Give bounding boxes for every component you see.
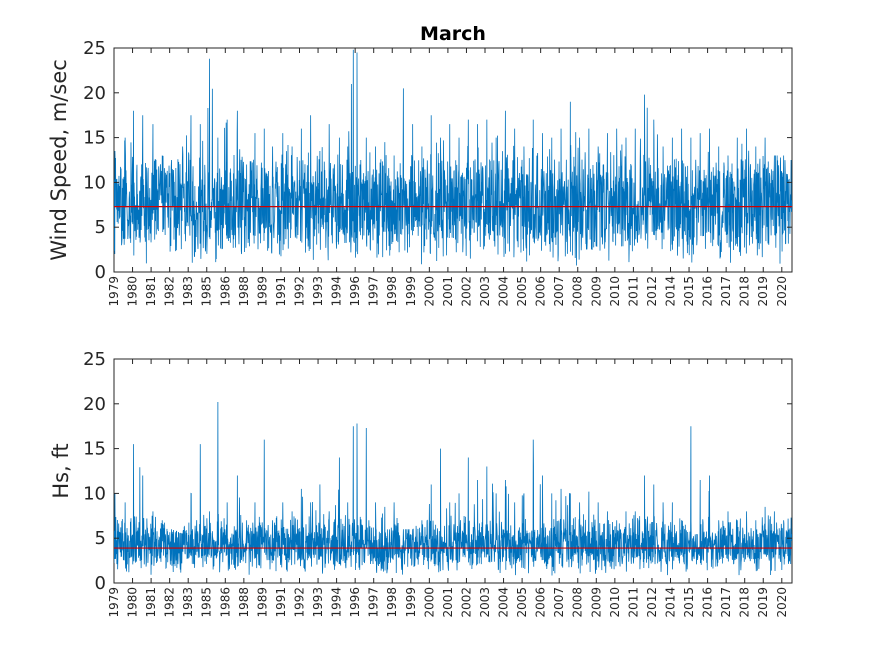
y-tick-label: 10 [83,172,106,193]
x-tick-label: 2011 [626,587,640,618]
x-tick-label: 2004 [497,587,511,618]
x-tick-label: 1985 [200,276,214,307]
x-tick-label: 1986 [218,276,232,307]
x-tick-label: 1989 [255,587,269,618]
x-tick-label: 2009 [589,587,603,618]
x-tick-label: 1980 [126,276,140,307]
x-tick-label: 2016 [701,587,715,618]
x-tick-label: 1985 [200,587,214,618]
x-tick-label: 1981 [144,276,158,307]
x-tick-label: 2017 [719,276,733,307]
x-tick-label: 1999 [404,276,418,307]
x-tick-label: 2006 [534,276,548,307]
x-tick-label: 2014 [663,276,677,307]
y-tick-label: 15 [83,128,106,149]
x-tick-label: 1991 [274,587,288,618]
x-tick-label: 2010 [608,276,622,307]
wind-speed-panel: 0 5 10 15 20 25 1979 1980 1981 1982 1983 1985 1986 19… [47,38,793,307]
x-tick-label: 1992 [292,587,306,618]
x-tick-label: 1989 [255,276,269,307]
x-tick-label: 1997 [367,276,381,307]
x-tick-label: 1993 [311,587,325,618]
x-tick-label: 2020 [775,587,789,618]
series-line [114,402,792,576]
x-tick-label: 2008 [571,587,585,618]
x-tick-label: 1986 [218,587,232,618]
x-tick-label: 2012 [645,587,659,618]
y-tick-label: 25 [83,38,106,59]
x-tick-label: 1988 [237,587,251,618]
x-tick-label: 2007 [552,276,566,307]
y-tick-label: 20 [83,394,106,415]
y-tick-label: 20 [83,83,106,104]
y-tick-label: 5 [95,217,106,238]
x-tick-label: 1988 [237,276,251,307]
x-tick-label: 2015 [682,587,696,618]
x-tick-label: 2001 [441,587,455,618]
x-tick-label: 2012 [645,276,659,307]
x-tick-label: 1992 [292,276,306,307]
x-tick-label: 1997 [367,587,381,618]
x-tick-label: 2017 [719,587,733,618]
x-tick-label: 2000 [422,587,436,618]
x-tick-label: 1982 [163,587,177,618]
x-tick-label: 2018 [738,276,752,307]
x-tick-label: 2014 [663,587,677,618]
x-tick-label: 2000 [422,276,436,307]
y-tick-label: 0 [95,262,106,283]
x-tick-label: 1979 [107,587,121,618]
x-tick-label: 1983 [181,276,195,307]
x-tick-label: 2020 [775,276,789,307]
x-tick-label: 2007 [552,587,566,618]
x-tick-label: 2003 [478,276,492,307]
x-tick-label: 1994 [330,276,344,307]
y-tick-label: 10 [83,483,106,504]
y-tick-label: 15 [83,439,106,460]
x-tick-label: 2018 [738,587,752,618]
y-tick-label: 5 [95,528,106,549]
x-tick-label: 2009 [589,276,603,307]
y-axis-label: Wind Speed, m/sec [47,59,71,261]
x-tick-label: 2002 [459,276,473,307]
x-tick-label: 1983 [181,587,195,618]
x-tick-label: 2010 [608,587,622,618]
x-tick-label: 1999 [404,587,418,618]
x-tick-label: 1979 [107,276,121,307]
x-tick-label: 2006 [534,587,548,618]
x-tick-label: 2019 [756,276,770,307]
x-tick-label: 1994 [330,587,344,618]
x-tick-label: 1991 [274,276,288,307]
x-tick-label: 2005 [515,587,529,618]
x-tick-label: 2011 [626,276,640,307]
x-tick-label: 1980 [126,587,140,618]
x-tick-label: 2002 [459,587,473,618]
x-tick-label: 1998 [385,276,399,307]
y-tick-label: 0 [95,573,106,594]
x-tick-label: 2005 [515,276,529,307]
x-tick-label: 2001 [441,276,455,307]
x-tick-label: 2016 [701,276,715,307]
x-tick-label: 2008 [571,276,585,307]
x-tick-label: 1996 [348,276,362,307]
y-tick-label: 25 [83,349,106,370]
x-tick-label: 2019 [756,587,770,618]
x-tick-label: 2015 [682,276,696,307]
x-tick-label: 1982 [163,276,177,307]
series-line [114,49,792,266]
x-tick-label: 1981 [144,587,158,618]
x-tick-label: 2004 [497,276,511,307]
x-tick-label: 1996 [348,587,362,618]
wave-height-panel: 0 5 10 15 20 25 1979 1980 1981 1982 1983 1985 1986 19… [49,349,793,618]
x-tick-label: 1993 [311,276,325,307]
x-tick-label: 1998 [385,587,399,618]
y-axis-label: Hs, ft [49,443,73,498]
chart-title: March [420,23,486,45]
x-tick-label: 2003 [478,587,492,618]
